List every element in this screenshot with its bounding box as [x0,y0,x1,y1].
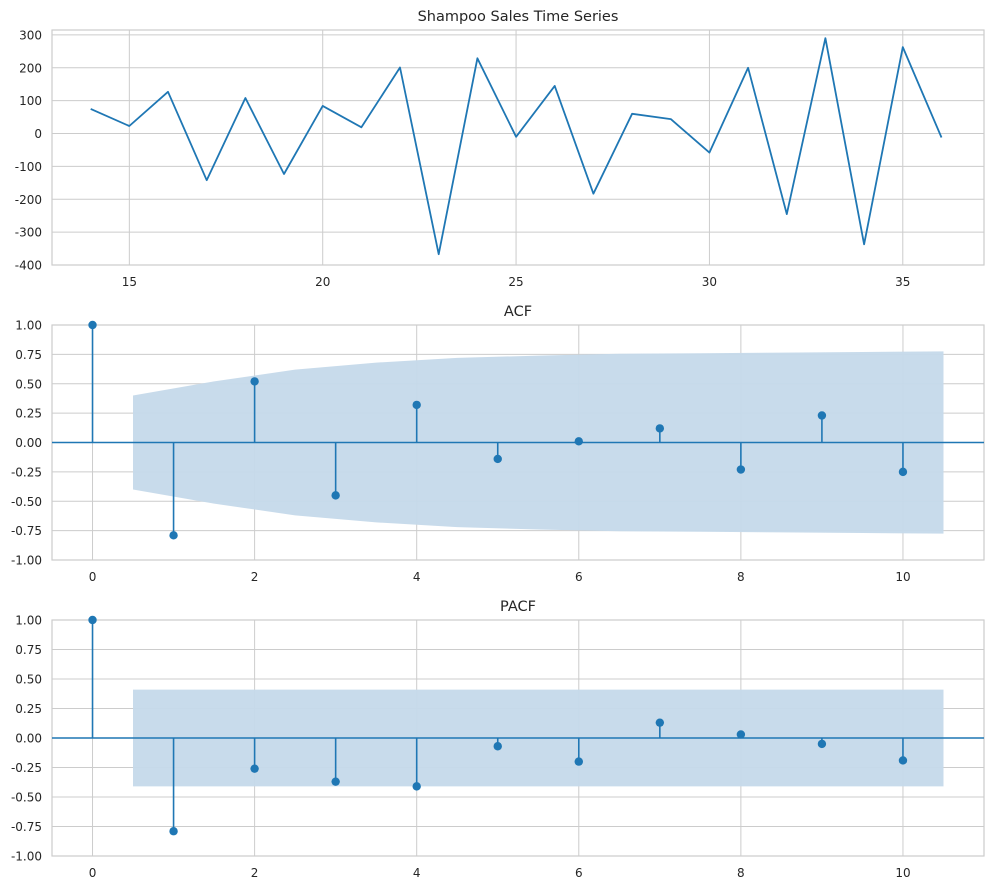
acf-x-tick-label: 0 [89,570,97,584]
acf-y-tick-label: -0.50 [11,495,42,509]
acf-marker [412,400,421,410]
pacf-y-tick-label: 0.00 [15,732,42,746]
pacf-x-tick-label: 4 [413,866,421,880]
time-series-y-tick-label: -400 [15,259,42,273]
pacf-y-tick-label: -1.00 [11,850,42,864]
acf-y-tick-label: 0.25 [15,407,42,421]
time-series-y-tick-label: -200 [15,193,42,207]
acf-y-tick-label: 0.50 [15,377,42,391]
time-series-x-tick-label: 20 [315,275,330,289]
acf-y-tick-label: -0.25 [11,465,42,479]
time-series-title: Shampoo Sales Time Series [418,9,619,25]
pacf-marker [250,764,259,773]
acf-marker [331,491,340,500]
acf-marker [655,424,665,433]
pacf-y-tick-label: 0.75 [15,643,42,657]
acf-y-tick-label: -1.00 [11,554,42,568]
pacf-marker [817,739,827,749]
acf-x-tick-label: 10 [895,570,910,584]
pacf-y-tick-label: -0.75 [11,820,42,834]
pacf-marker [898,756,908,765]
time-series-x-tick-label: 30 [702,275,717,289]
acf-marker [574,437,583,446]
pacf-x-tick-label: 0 [89,866,97,880]
pacf-marker [574,757,583,766]
acf-y-tick-label: 0.75 [15,348,42,362]
pacf-marker [655,718,665,727]
acf-x-tick-label: 4 [413,570,421,584]
acf-x-tick-label: 2 [251,570,259,584]
time-series-x-tick-label: 15 [122,275,137,289]
pacf-panel: 0 2 4 6 8 10 -1.00 -0.75 -0.50 -0.25 0.00 0.25 0.50 0… [11,599,985,880]
acf-x-tick-label: 8 [737,570,745,584]
acf-marker [898,467,908,477]
acf-y-tick-label: 0.00 [15,436,42,450]
pacf-x-tick-label: 8 [737,866,745,880]
time-series-panel: 15 20 25 30 35 -400 -300 -200 -100 0 100 200 300 Sham… [15,9,985,289]
time-series-y-tick-label: -100 [15,160,42,174]
time-series-x-tick-label: 25 [508,275,523,289]
time-series-y-tick-label: 200 [19,61,42,75]
time-series-y-tick-label: 300 [19,28,42,42]
acf-marker [493,454,502,464]
time-series-y-tick-label: -300 [15,226,42,240]
time-series-y-tick-label: 100 [19,94,42,108]
acf-y-tick-label: 1.00 [15,319,42,333]
pacf-marker [412,782,421,791]
pacf-y-tick-label: 1.00 [15,614,42,628]
acf-y-tick-label: -0.75 [11,524,42,538]
acf-marker [250,377,259,386]
time-series-y-tick-label: 0 [34,127,42,141]
acf-marker [817,411,827,420]
sales-series-line [90,37,943,256]
pacf-marker [331,777,340,786]
pacf-x-tick-label: 2 [251,866,259,880]
acf-title: ACF [504,304,532,320]
pacf-y-tick-label: -0.25 [11,761,42,775]
acf-marker [169,531,178,540]
pacf-y-tick-label: 0.25 [15,702,42,716]
acf-panel: 0 2 4 6 8 10 -1.00 -0.75 -0.50 -0.25 0.00 0.25 0.50 0… [11,304,985,584]
acf-marker [736,465,746,474]
pacf-y-tick-label: -0.50 [11,791,42,805]
pacf-title: PACF [500,599,536,615]
acf-x-tick-label: 6 [575,570,583,584]
acf-marker [88,320,97,330]
pacf-marker [88,615,97,625]
pacf-marker [493,742,502,751]
pacf-marker [169,827,178,836]
pacf-x-tick-label: 6 [575,866,583,880]
pacf-x-tick-label: 10 [895,866,910,880]
time-series-x-tick-label: 35 [895,275,910,289]
time-series-axes-frame [51,29,985,266]
pacf-marker [736,730,746,739]
pacf-y-tick-label: 0.50 [15,673,42,687]
